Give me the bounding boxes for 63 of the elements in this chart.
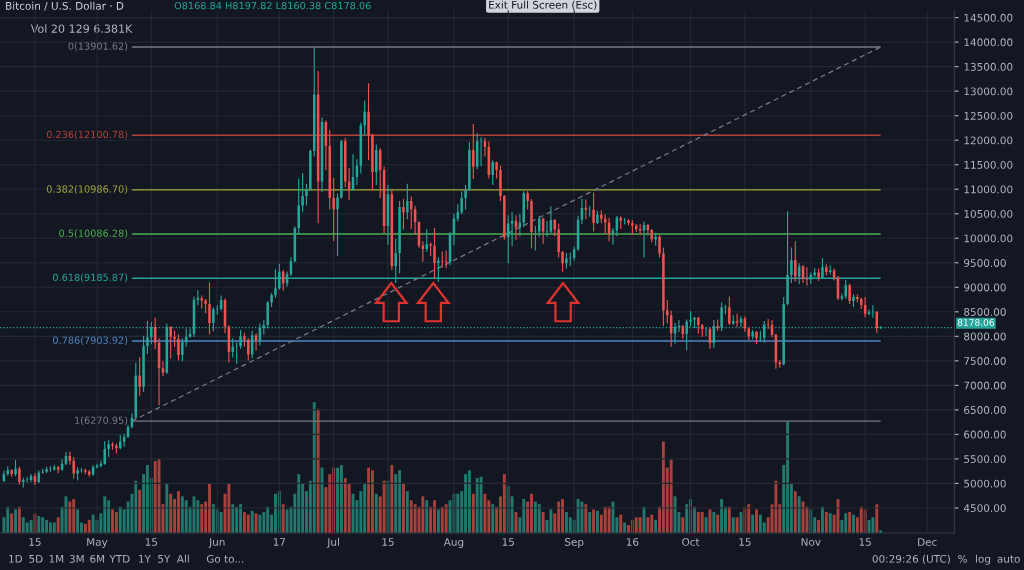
text: 1Y: [139, 555, 151, 563]
y-tick-label: 14500.00: [964, 13, 1013, 22]
text: %: [958, 554, 967, 563]
text: Go to...: [206, 554, 244, 563]
y-tick-label: 13500.00: [964, 62, 1013, 71]
y-tick-label: 8500.00: [964, 308, 1006, 316]
y-tick-label: 12500.00: [964, 111, 1013, 120]
text: Exit Full Screen (Esc): [489, 0, 597, 10]
text: log: [976, 554, 991, 565]
y-tick-label: 11000.00: [964, 185, 1013, 194]
text: 1M: [49, 555, 64, 563]
x-tick-label: Jul: [326, 537, 339, 548]
x-tick-label: 15: [859, 538, 871, 546]
x-tick-label: Sep: [565, 537, 584, 548]
y-tick-label: 6000.00: [964, 430, 1006, 439]
y-tick-label: 7000.00: [964, 381, 1006, 390]
y-tick-label: 11500.00: [964, 160, 1013, 169]
ref-line-label: 0.236(12100.78): [46, 130, 128, 140]
y-tick-label: 10500.00: [964, 209, 1013, 218]
y-tick-label: 5500.00: [964, 455, 1006, 464]
text: auto: [997, 555, 1020, 563]
ref-line-label: 1(6270.95): [75, 416, 128, 426]
ref-line-label: 0.5(10086.28): [59, 229, 128, 238]
chart-title: Vol 20 129 6.381K: [30, 24, 133, 33]
chart-title: Bitcoin / U.S. Dollar · D: [6, 1, 124, 11]
y-tick-label: 14000.00: [964, 38, 1013, 47]
x-tick-label: May: [87, 538, 108, 548]
y-tick-label: 9500.00: [964, 259, 1006, 267]
y-tick-label: 5000.00: [964, 479, 1006, 488]
text: 5D: [29, 555, 43, 563]
x-tick-label: Jun: [208, 538, 225, 548]
y-tick-label: 9000.00: [964, 283, 1006, 292]
x-tick-label: 15: [739, 538, 751, 546]
y-tick-label: 12000.00: [964, 136, 1013, 145]
x-tick-label: Dec: [918, 538, 937, 546]
y-tick-label: 6500.00: [964, 406, 1006, 414]
text: 00:29:26 (UTC): [872, 554, 950, 564]
x-tick-label: 15: [382, 538, 394, 546]
x-tick-label: 16: [626, 537, 639, 546]
ref-line-label: 0.382(10986.70): [46, 185, 128, 194]
x-tick-label: Aug: [443, 538, 464, 548]
y-tick-label: 13000.00: [964, 87, 1013, 96]
text: 3M: [69, 554, 84, 563]
ref-line-label: 0(13901.62): [68, 42, 128, 51]
x-tick-label: 15: [145, 538, 158, 546]
ref-line-label: 0.618(9185.87): [53, 273, 128, 283]
y-tick-label: 7500.00: [964, 357, 1006, 365]
x-tick-label: Oct: [682, 537, 700, 546]
chart-subtitle: O8168.84 H8197.82 L8160.38 C8178.06: [174, 1, 371, 10]
y-tick-label: 10000.00: [964, 234, 1013, 243]
x-tick-label: 15: [29, 538, 41, 546]
text: YTD: [109, 555, 130, 563]
text: 6M: [90, 554, 105, 563]
x-tick-label: 17: [273, 538, 286, 546]
y-tick-label: 8000.00: [964, 332, 1006, 341]
x-tick-label: 15: [502, 538, 514, 546]
x-tick-label: Nov: [801, 538, 821, 546]
ref-line-label: 8178.06: [957, 319, 994, 326]
text: All: [176, 554, 189, 563]
y-tick-label: 4500.00: [963, 504, 1006, 513]
text: 1D: [9, 555, 23, 563]
text: 5Y: [158, 555, 171, 563]
ref-line-label: 0.786(7903.92): [53, 336, 128, 345]
